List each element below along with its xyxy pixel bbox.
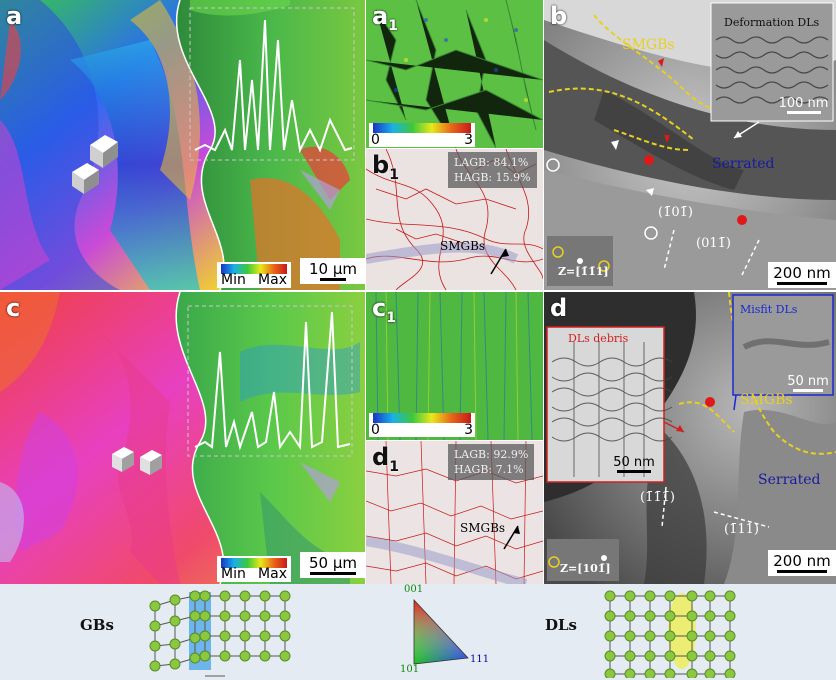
colorbar-gradient-a [221, 264, 287, 274]
dls-label: DLs [545, 616, 577, 634]
scale-bar-label-a: 10 μm [308, 260, 357, 278]
panel-label-c1-letter: c [372, 294, 387, 322]
scale-bar-line-c [310, 572, 356, 575]
gb-lattice-schematic [149, 590, 291, 677]
colorbar-gradient-a1 [373, 123, 471, 133]
plane-label-1-d: (1̄1̄1̄) [640, 490, 675, 505]
plane-label-2-b: (011̄) [696, 236, 731, 251]
panel-a: a Min Max 10 μm [0, 0, 365, 290]
serrated-label-b: Serrated [712, 156, 775, 172]
colorbar-tick-0-c1: 0 [371, 422, 380, 438]
dl-lattice-schematic [604, 590, 736, 678]
debris-scale-bar-d: 50 nm [604, 453, 664, 476]
panel-b: b SMGBs Deformation DLs 100 nm Serrated … [544, 0, 836, 290]
panel-d1: d1 LAGB: 92.9% HAGB: 7.1% SMGBs [366, 441, 543, 584]
colorbar-max-label: Max [258, 272, 287, 288]
panel-label-c1-sub: 1 [386, 309, 396, 326]
scale-bar-a: 10 μm [300, 258, 365, 284]
dls-debris-title: DLs debris [568, 332, 629, 345]
scale-bar-label-d: 200 nm [773, 552, 831, 570]
panel-label-b1: b1 [372, 151, 399, 183]
inset-scale-label-b: 100 nm [778, 96, 829, 111]
debris-scale-line-d [617, 470, 651, 473]
colorbar-max-label-c: Max [258, 566, 287, 582]
panel-a1: a1 0 3 [366, 0, 543, 148]
misfit-scale-bar-d: 50 nm [780, 372, 836, 395]
misfit-dls-title: Misfit DLs [740, 303, 798, 316]
schematic-strip: GBs 0 [0, 584, 836, 680]
tem-image-b [544, 0, 836, 290]
hagb-fraction-b1: HAGB: 15.9% [454, 171, 531, 184]
inset-scale-line-b [786, 111, 821, 114]
scale-bar-line-d [777, 570, 827, 573]
ipf-color-triangle [413, 598, 469, 665]
panel-label-b1-sub: 1 [389, 166, 399, 183]
panel-label-a: a [6, 2, 23, 30]
panel-label-d1-letter: d [372, 443, 390, 471]
kam-map-a1 [366, 0, 543, 148]
smgbs-label-b: SMGBs [622, 37, 675, 53]
colorbar-legend-c: Min Max [217, 556, 291, 582]
colorbar-tick-0-a1: 0 [371, 132, 380, 148]
colorbar-tick-3-c1: 3 [464, 422, 473, 438]
panel-c1: c1 0 3 [366, 292, 543, 440]
lagb-fraction-b1: LAGB: 84.1% [454, 156, 529, 169]
debris-scale-label-d: 50 nm [613, 455, 655, 470]
colorbar-legend-a1: 0 3 [369, 123, 475, 148]
smgbs-label-d: SMGBs [740, 392, 793, 408]
panel-label-a1: a1 [372, 2, 398, 34]
hagb-fraction-d1: HAGB: 7.1% [454, 463, 524, 476]
scale-bar-line-b [777, 282, 827, 285]
triangle-label-001: 001 [404, 584, 424, 595]
smgbs-label-b1: SMGBs [440, 239, 486, 253]
gb-statistics-d1: LAGB: 92.9% HAGB: 7.1% [448, 444, 535, 480]
lagb-fraction-d1: LAGB: 92.9% [454, 448, 529, 461]
scale-bar-c: 50 μm [300, 552, 365, 578]
panel-label-a1-letter: a [372, 2, 389, 30]
colorbar-legend-c1: 0 3 [369, 413, 475, 438]
panel-d: d SMGBs Misfit DLs 50 nm DLs debris 50 n… [544, 292, 836, 584]
ipf-map-c [0, 292, 365, 584]
panel-b1: b1 LAGB: 84.1% HAGB: 15.9% SMGBs [366, 149, 543, 290]
scale-bar-d: 200 nm [768, 550, 836, 576]
colorbar-gradient-c1 [373, 413, 471, 423]
plane-label-1-b: (1̄01̄) [658, 205, 693, 220]
triangle-label-111: 111 [470, 654, 490, 665]
gbs-label: GBs [80, 616, 114, 634]
colorbar-tick-3-a1: 3 [464, 132, 473, 148]
colorbar-min-label-c: Min [221, 566, 246, 582]
zone-axis-label-b: Z=[1̄1̄1] [558, 265, 609, 278]
panel-label-d: d [550, 294, 568, 322]
panel-label-c: c [6, 294, 21, 322]
tem-image-d [544, 292, 836, 584]
plane-label-2-d: (1̄11) [724, 522, 759, 537]
inset-title-b: Deformation DLs [724, 16, 820, 29]
triangle-label-101: 101 [400, 664, 420, 675]
panel-label-d1-sub: 1 [389, 458, 399, 475]
scale-bar-b: 200 nm [768, 262, 836, 288]
misfit-scale-line-d [793, 389, 823, 392]
colorbar-min-label: Min [221, 272, 246, 288]
scale-bar-label-b: 200 nm [773, 264, 831, 282]
colorbar-gradient-c [221, 558, 287, 568]
misfit-scale-label-d: 50 nm [787, 374, 829, 389]
ipf-map-a [0, 0, 365, 290]
panel-label-d1: d1 [372, 443, 399, 475]
serrated-label-d: Serrated [758, 472, 821, 488]
panel-label-a1-sub: 1 [388, 17, 398, 34]
panel-label-b1-letter: b [372, 151, 390, 179]
inset-scale-bar-b: 100 nm [772, 94, 835, 117]
gb-statistics-b1: LAGB: 84.1% HAGB: 15.9% [448, 152, 537, 188]
panel-label-b: b [550, 2, 568, 30]
zone-axis-label-d: Z=[101̄] [560, 562, 611, 575]
scale-bar-line-a [320, 278, 346, 281]
panel-c: c Min Max 50 μm [0, 292, 365, 584]
smgbs-label-d1: SMGBs [460, 521, 506, 535]
scale-bar-label-c: 50 μm [308, 554, 357, 572]
panel-label-c1: c1 [372, 294, 396, 326]
colorbar-legend-a: Min Max [217, 262, 291, 288]
